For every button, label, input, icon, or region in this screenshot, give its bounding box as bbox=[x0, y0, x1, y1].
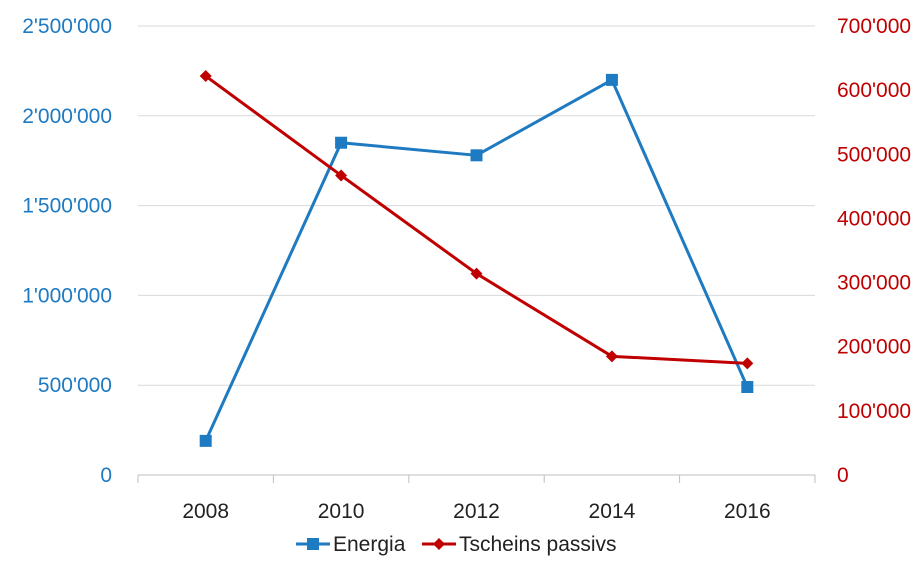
legend-marker-diamond bbox=[433, 538, 445, 550]
series-line-tscheins-passivs bbox=[204, 74, 748, 365]
y-left-tick-label: 2'000'000 bbox=[22, 105, 112, 128]
y-right-tick-label: 500'000 bbox=[837, 143, 911, 166]
data-point-diamond bbox=[605, 350, 618, 363]
y-right-tick-label: 0 bbox=[837, 464, 849, 487]
y-left-tick-label: 1'000'000 bbox=[22, 284, 112, 307]
data-point-square bbox=[470, 149, 483, 162]
y-left-tick-label: 500'000 bbox=[38, 374, 112, 397]
legend-marker-square bbox=[307, 538, 319, 550]
data-point-square bbox=[605, 73, 618, 86]
legend-label: Energia bbox=[333, 533, 406, 556]
x-tick-label: 2014 bbox=[589, 500, 636, 523]
y-left-tick-label: 2'500'000 bbox=[22, 15, 112, 38]
data-point-diamond bbox=[470, 267, 483, 280]
y-right-tick-label: 400'000 bbox=[837, 207, 911, 230]
data-point-diamond bbox=[335, 169, 348, 182]
y-right-tick-label: 200'000 bbox=[837, 336, 911, 359]
y-left-tick-label: 0 bbox=[100, 464, 112, 487]
y-right-tick-label: 600'000 bbox=[837, 79, 911, 102]
legend-label: Tscheins passivs bbox=[459, 533, 617, 556]
y-left-tick-label: 1'500'000 bbox=[22, 195, 112, 218]
data-point-diamond bbox=[741, 357, 754, 370]
data-point-square bbox=[741, 380, 754, 393]
y-right-tick-label: 700'000 bbox=[837, 15, 911, 38]
data-point-diamond bbox=[199, 70, 212, 83]
data-point-square bbox=[335, 136, 348, 149]
y-right-tick-label: 100'000 bbox=[837, 400, 911, 423]
x-tick-label: 2008 bbox=[182, 500, 229, 523]
x-tick-label: 2010 bbox=[318, 500, 365, 523]
x-tick-label: 2016 bbox=[724, 500, 771, 523]
data-point-square bbox=[199, 434, 212, 447]
y-right-tick-label: 300'000 bbox=[837, 272, 911, 295]
x-tick-label: 2012 bbox=[453, 500, 500, 523]
